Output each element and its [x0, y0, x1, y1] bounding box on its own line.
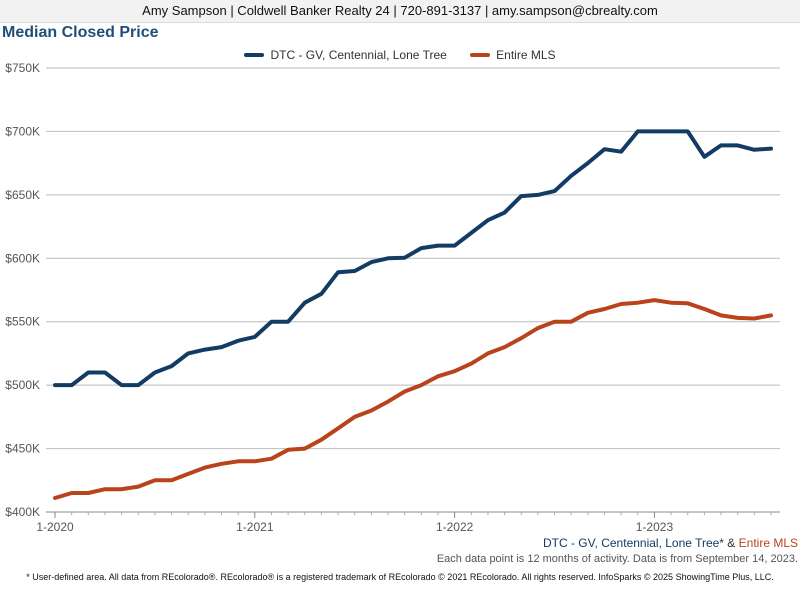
x-tick-label: 1-2021 [236, 520, 274, 534]
legend-label-dtc: DTC - GV, Centennial, Lone Tree [270, 48, 447, 62]
series-line-dtc [53, 129, 773, 388]
y-tick-label: $700K [5, 124, 40, 138]
chart-title: Median Closed Price [2, 24, 159, 41]
series-line-mls [53, 298, 773, 500]
data-note: Each data point is 12 months of activity… [436, 553, 798, 565]
y-tick-label: $600K [5, 251, 40, 265]
axis-layer: $400K $450K $500K $550K $600K $650K $700K $750K… [5, 61, 772, 534]
y-tick-label: $450K [5, 442, 40, 456]
disclaimer: * User-defined area. All data from REcol… [26, 572, 774, 582]
y-tick-label: $550K [5, 315, 40, 329]
source-entire-label: Entire MLS [738, 536, 798, 550]
agent-header: Amy Sampson | Coldwell Banker Realty 24 … [0, 0, 800, 23]
source-area-label: DTC - GV, Centennial, Lone Tree* [542, 536, 724, 550]
chart-legend: DTC - GV, Centennial, Lone Tree Entire M… [0, 46, 800, 62]
legend-swatch-dtc [244, 53, 265, 57]
y-tick-label: $500K [5, 378, 40, 392]
series-layer [53, 129, 773, 500]
x-tick-label: 1-2023 [636, 520, 674, 534]
legend-label-mls: Entire MLS [496, 48, 556, 62]
y-tick-label: $750K [5, 61, 40, 75]
legend-item-mls[interactable]: Entire MLS [470, 48, 556, 62]
grid-layer [46, 67, 780, 513]
x-tick-label: 1-2020 [36, 520, 74, 534]
legend-item-dtc[interactable]: DTC - GV, Centennial, Lone Tree [244, 48, 447, 62]
legend-swatch-mls [470, 53, 491, 57]
source-ampersand: & [723, 536, 739, 550]
y-tick-label: $400K [5, 505, 40, 519]
x-tick-label: 1-2022 [436, 520, 474, 534]
source-note: DTC - GV, Centennial, Lone Tree* & Entir… [543, 536, 798, 550]
y-tick-label: $650K [5, 188, 40, 202]
